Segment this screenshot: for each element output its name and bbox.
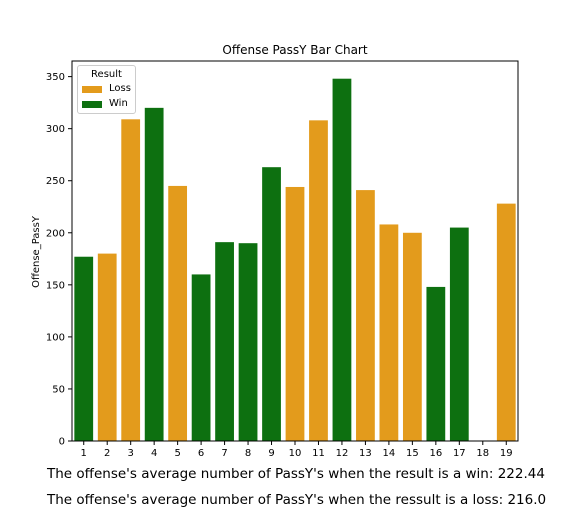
chart-title: Offense PassY Bar Chart	[222, 43, 367, 57]
x-tick-label: 4	[151, 448, 157, 459]
bar-13	[356, 190, 375, 441]
bar-19	[496, 203, 516, 441]
y-tick-label: 350	[46, 72, 65, 83]
x-tick-label: 2	[104, 448, 110, 459]
loss-average-caption: The offense's average number of PassY's …	[47, 492, 547, 508]
bar-16	[426, 286, 446, 441]
bar-7	[215, 242, 234, 441]
x-tick-label: 12	[336, 448, 349, 459]
y-tick-label: 0	[59, 437, 65, 448]
bars-group	[74, 78, 516, 442]
bar-5	[168, 185, 188, 441]
y-tick-label: 150	[46, 280, 65, 291]
bar-15	[402, 232, 422, 441]
y-axis-ticks: 0 50 100 150 200 250 300 350	[46, 72, 72, 448]
plot-frame	[71, 60, 519, 442]
bar-2	[97, 253, 117, 441]
x-tick-label: 18	[476, 448, 489, 459]
x-tick-label: 10	[289, 448, 302, 459]
y-tick-label: 50	[52, 384, 65, 395]
legend-swatch-win	[82, 101, 102, 108]
y-tick-label: 300	[46, 124, 65, 135]
x-tick-label: 16	[429, 448, 442, 459]
bar-17	[449, 227, 469, 441]
y-tick-label: 250	[46, 176, 65, 187]
x-tick-label: 8	[245, 448, 251, 459]
bar-14	[379, 224, 399, 441]
x-tick-label: 13	[359, 448, 372, 459]
bar-chart: Offense PassY Bar Chart Offense_PassY 0 5…	[31, 43, 519, 459]
bar-8	[238, 243, 258, 441]
y-tick-label: 100	[46, 332, 65, 343]
win-average-caption: The offense's average number of PassY's …	[47, 466, 545, 482]
bar-10	[285, 186, 305, 441]
x-tick-label: 15	[406, 448, 419, 459]
bar-9	[262, 167, 281, 442]
legend-label-win: Win	[109, 98, 128, 109]
x-tick-label: 17	[453, 448, 466, 459]
bar-4	[144, 107, 164, 442]
bar-6	[191, 274, 211, 441]
y-axis-label: Offense_PassY	[31, 215, 42, 288]
x-tick-label: 6	[198, 448, 204, 459]
y-tick-label: 200	[46, 228, 65, 239]
x-tick-label: 14	[383, 448, 396, 459]
x-tick-label: 11	[312, 448, 325, 459]
bar-3	[121, 119, 141, 442]
bar-12	[332, 78, 352, 441]
legend-title: Result	[91, 69, 122, 80]
x-tick-label: 3	[127, 448, 133, 459]
bar-11	[309, 120, 328, 441]
x-tick-label: 9	[268, 448, 274, 459]
legend: Result Loss Win	[77, 65, 136, 114]
x-tick-label: 5	[174, 448, 180, 459]
legend-swatch-loss	[82, 86, 102, 93]
legend-label-loss: Loss	[109, 83, 131, 94]
x-tick-label: 7	[221, 448, 227, 459]
x-axis-ticks: 1 2 3 4 5 6 7 8 9 10 11 12 13 14 15 16 17 18 19	[81, 441, 513, 459]
x-tick-label: 1	[81, 448, 87, 459]
x-tick-label: 19	[500, 448, 513, 459]
bar-1	[74, 256, 94, 441]
